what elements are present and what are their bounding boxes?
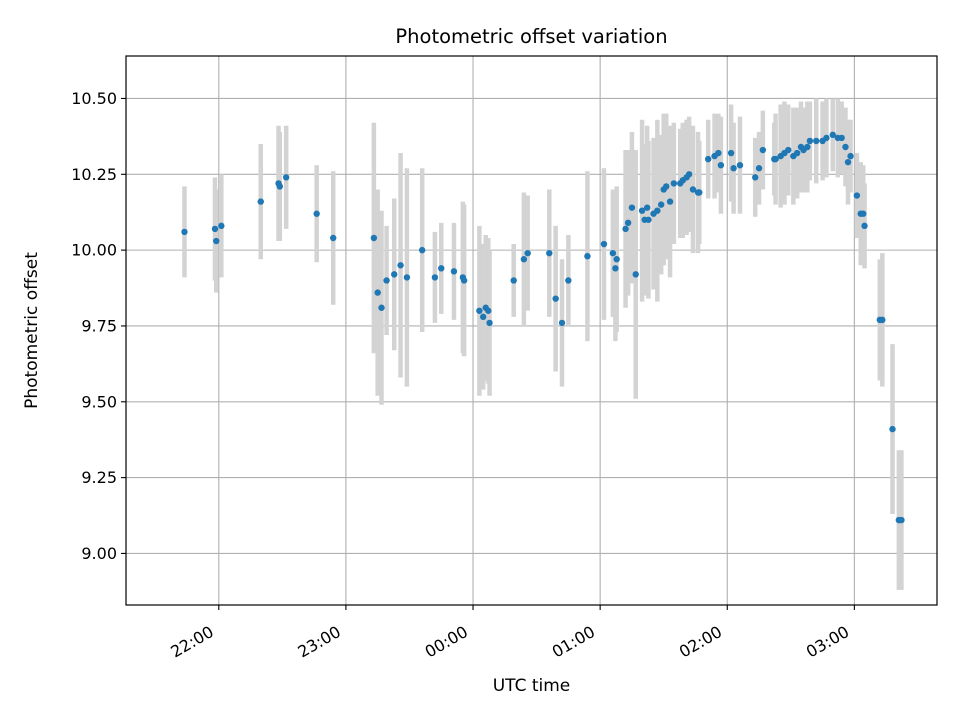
data-point [638, 207, 646, 214]
data-point [403, 274, 411, 281]
data-point [844, 158, 852, 166]
data-point [460, 277, 468, 284]
data-point [374, 289, 381, 296]
data-point [823, 134, 830, 142]
data-point [282, 174, 290, 181]
data-point [609, 249, 617, 257]
data-point [546, 249, 553, 257]
x-axis-title: UTC time [493, 676, 571, 696]
data-point [663, 183, 670, 190]
y-tick-label: 10.00 [71, 241, 117, 260]
data-point [730, 165, 737, 172]
y-tick-label: 10.50 [71, 89, 117, 108]
data-point [727, 149, 735, 157]
data-point [785, 146, 792, 154]
data-point [450, 268, 458, 275]
data-point [257, 198, 264, 205]
data-point [510, 277, 517, 284]
data-point [431, 274, 439, 281]
data-point [806, 137, 814, 145]
data-point [842, 143, 849, 151]
data-point [696, 189, 703, 196]
data-point [479, 313, 487, 321]
data-point [861, 222, 868, 230]
data-point [378, 304, 385, 311]
data-point [793, 149, 801, 157]
y-tick-label: 9.00 [81, 544, 117, 563]
data-point [600, 240, 608, 248]
data-point [218, 222, 225, 230]
y-tick-label: 9.75 [81, 316, 117, 335]
data-point [759, 146, 767, 154]
y-tick-label: 10.25 [71, 165, 117, 184]
data-point [397, 262, 404, 269]
data-point [804, 143, 811, 151]
data-point [622, 225, 629, 233]
data-point [889, 425, 896, 433]
data-point [666, 198, 674, 205]
data-point [418, 246, 426, 254]
data-point [370, 234, 378, 242]
data-point [829, 131, 836, 139]
data-point [211, 225, 219, 233]
data-point [584, 252, 591, 260]
y-tick-label: 9.25 [81, 468, 117, 487]
data-point [847, 152, 854, 160]
data-point [612, 265, 619, 272]
data-point [838, 134, 845, 142]
data-point [558, 319, 566, 327]
data-point [645, 216, 652, 223]
data-points [181, 131, 905, 524]
data-point [657, 201, 665, 208]
data-point [552, 295, 559, 302]
data-point [624, 219, 632, 227]
y-axis-ticks: 9.00 9.25 9.50 9.75 10.00 10.25 10.50 [71, 89, 126, 563]
data-point [715, 149, 722, 157]
data-point [520, 256, 528, 263]
data-point [486, 319, 493, 327]
chart-title: Photometric offset variation [395, 25, 667, 48]
data-point [213, 237, 220, 245]
data-point [654, 207, 661, 214]
data-point [643, 204, 651, 211]
data-point [898, 516, 905, 524]
data-point [613, 256, 620, 263]
data-point [879, 316, 886, 324]
data-point [670, 180, 678, 187]
data-point [685, 171, 693, 178]
data-point [689, 186, 697, 193]
data-point [438, 265, 445, 272]
data-point [276, 183, 284, 190]
data-point [853, 192, 861, 199]
data-point [565, 277, 572, 284]
data-point [628, 204, 636, 211]
data-point [813, 137, 820, 145]
data-point [383, 277, 390, 284]
data-point [772, 155, 779, 163]
data-point [391, 271, 398, 278]
data-point [632, 271, 639, 278]
plot-frame [125, 55, 938, 606]
y-axis-title: Photometric offset [22, 252, 42, 409]
data-point [524, 249, 531, 257]
data-point [329, 234, 337, 242]
grid-lines [126, 56, 937, 605]
y-tick-label: 9.50 [81, 392, 117, 411]
data-point [860, 210, 867, 217]
data-point [717, 161, 725, 169]
data-point [485, 307, 492, 314]
data-point [755, 165, 763, 172]
data-point [476, 307, 483, 314]
data-point [181, 228, 188, 236]
data-point [736, 161, 744, 169]
data-point [752, 174, 759, 181]
data-point [313, 210, 320, 217]
data-point [704, 155, 712, 163]
